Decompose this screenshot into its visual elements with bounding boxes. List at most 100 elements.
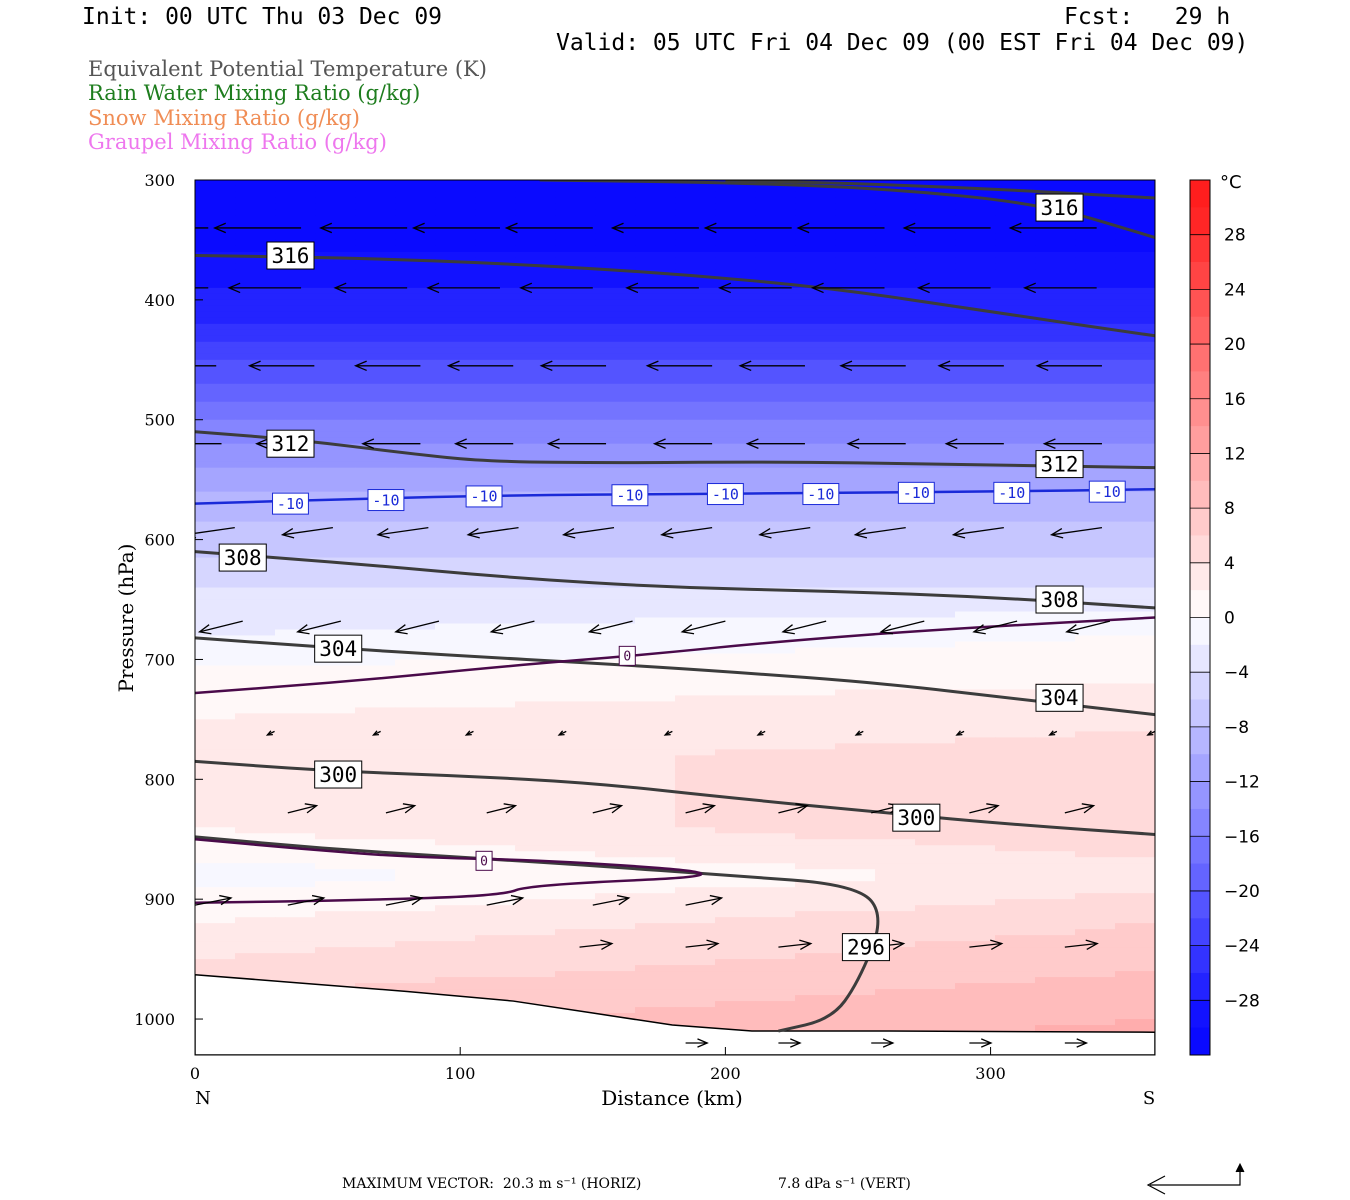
temperature-cell bbox=[835, 521, 876, 529]
temperature-cell bbox=[795, 743, 836, 750]
temperature-cell bbox=[995, 599, 1036, 607]
temperature-cell bbox=[675, 389, 716, 397]
temperature-cell bbox=[755, 953, 796, 960]
temperature-cell bbox=[595, 203, 636, 211]
temperature-cell bbox=[1035, 629, 1076, 637]
temperature-cell bbox=[275, 287, 316, 295]
temperature-cell bbox=[875, 917, 916, 924]
temperature-cell bbox=[675, 209, 716, 217]
temperature-cell bbox=[195, 935, 236, 942]
colorbar-bin bbox=[1190, 1027, 1210, 1056]
temperature-cell bbox=[395, 635, 436, 643]
temperature-cell bbox=[555, 545, 596, 553]
temperature-cell bbox=[1075, 623, 1116, 631]
temperature-cell bbox=[995, 665, 1036, 673]
temperature-cell bbox=[955, 533, 996, 541]
temperature-cell bbox=[235, 467, 276, 475]
temperature-cell bbox=[795, 293, 836, 301]
temperature-cell bbox=[795, 863, 836, 870]
temperature-cell bbox=[1075, 203, 1116, 211]
temperature-cell bbox=[755, 521, 796, 529]
temperature-cell bbox=[195, 461, 236, 469]
temperature-cell bbox=[355, 593, 396, 601]
temperature-cell bbox=[1115, 401, 1155, 409]
temperature-cell bbox=[515, 281, 556, 289]
temperature-cell bbox=[1035, 239, 1076, 247]
temperature-cell bbox=[995, 341, 1036, 349]
temperature-cell bbox=[595, 377, 636, 385]
temperature-cell bbox=[1115, 617, 1155, 625]
temperature-cell bbox=[955, 737, 996, 744]
temperature-cell bbox=[235, 461, 276, 469]
temperature-cell bbox=[355, 839, 396, 846]
temperature-cell bbox=[795, 191, 836, 199]
temperature-cell bbox=[315, 461, 356, 469]
temperature-cell bbox=[195, 180, 236, 187]
temperature-cell bbox=[955, 473, 996, 481]
temperature-cell bbox=[875, 731, 916, 738]
temperature-cell bbox=[515, 629, 556, 637]
temperature-cell bbox=[755, 449, 796, 457]
temperature-cell bbox=[1035, 743, 1076, 750]
temperature-cell bbox=[915, 689, 956, 697]
temperature-cell bbox=[195, 893, 236, 900]
temperature-cell bbox=[1035, 275, 1076, 283]
temperature-cell bbox=[835, 491, 876, 499]
temperature-cell bbox=[875, 473, 916, 481]
temperature-cell bbox=[195, 257, 236, 265]
temperature-cell bbox=[675, 191, 716, 199]
temperature-cell bbox=[835, 473, 876, 481]
temperature-cell bbox=[1115, 905, 1155, 912]
temperature-cell bbox=[955, 707, 996, 714]
temperature-cell bbox=[1035, 180, 1076, 187]
temperature-cell bbox=[835, 395, 876, 403]
temperature-cell bbox=[315, 893, 356, 900]
temperature-cell bbox=[555, 761, 596, 768]
temperature-cell bbox=[835, 617, 876, 625]
temperature-cell bbox=[635, 1013, 676, 1020]
temperature-cell bbox=[435, 629, 476, 637]
temperature-cell bbox=[595, 383, 636, 391]
temperature-cell bbox=[1035, 311, 1076, 319]
wind-vector bbox=[682, 620, 726, 633]
temperature-cell bbox=[915, 371, 956, 379]
temperature-cell bbox=[955, 311, 996, 319]
temperature-cell bbox=[835, 533, 876, 541]
temperature-cell bbox=[875, 989, 916, 996]
wind-vector-head bbox=[411, 222, 425, 234]
wind-vector-head bbox=[697, 1038, 709, 1048]
temperature-cell bbox=[835, 689, 876, 697]
temperature-cell bbox=[555, 383, 596, 391]
temperature-cell bbox=[435, 401, 476, 409]
wind-vector-head bbox=[616, 894, 631, 906]
temperature-cell bbox=[955, 317, 996, 325]
temperature-cell bbox=[195, 869, 236, 876]
y-tick-label: 900 bbox=[144, 890, 175, 909]
temperature-cell bbox=[755, 1025, 796, 1032]
temperature-cell bbox=[595, 227, 636, 235]
temperature-cell bbox=[275, 467, 316, 475]
temperature-cell bbox=[1035, 887, 1076, 894]
temperature-shading bbox=[195, 180, 1155, 1055]
temperature-cell bbox=[635, 515, 676, 523]
temperature-cell bbox=[595, 413, 636, 421]
temperature-cell bbox=[715, 329, 756, 337]
temperature-cell bbox=[555, 317, 596, 325]
temperature-cell bbox=[675, 269, 716, 277]
temperature-cell bbox=[875, 1007, 916, 1014]
temperature-cell bbox=[235, 521, 276, 529]
temperature-cell bbox=[515, 773, 556, 780]
temperature-cell bbox=[995, 377, 1036, 385]
temperature-cell bbox=[555, 647, 596, 655]
temperature-cell bbox=[435, 755, 476, 762]
temperature-cell bbox=[1035, 947, 1076, 954]
temperature-cell bbox=[195, 629, 236, 637]
temperature-cell bbox=[835, 629, 876, 637]
temperature-cell bbox=[1075, 1013, 1116, 1020]
temperature-cell bbox=[1075, 965, 1116, 972]
theta-e-label-box bbox=[841, 933, 890, 962]
temperature-cell bbox=[475, 233, 516, 241]
temperature-cell bbox=[195, 707, 236, 714]
temperature-cell bbox=[835, 725, 876, 732]
temperature-cell bbox=[275, 180, 316, 187]
